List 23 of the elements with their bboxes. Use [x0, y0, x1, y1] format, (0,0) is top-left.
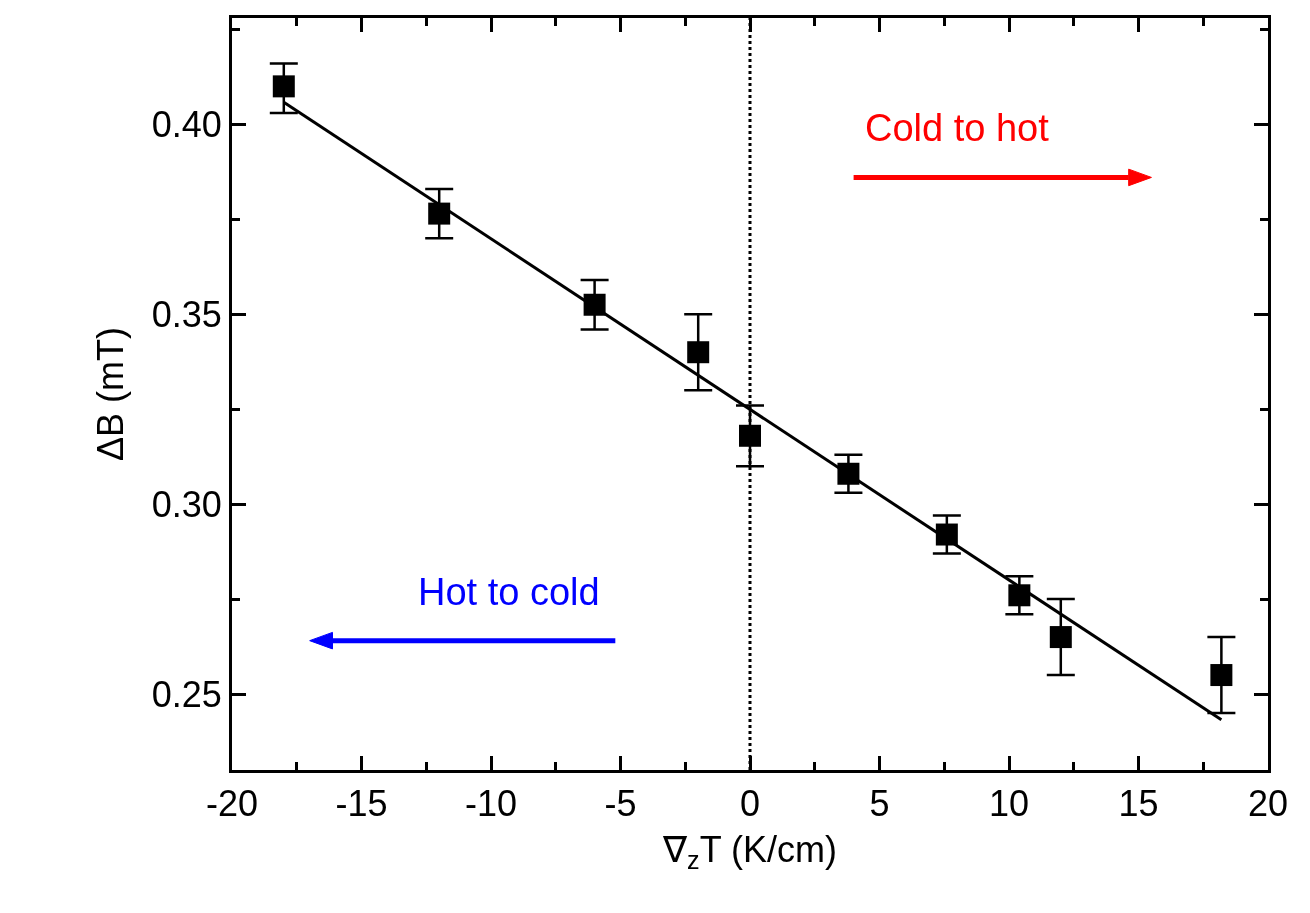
x-tick-label: -5	[604, 783, 637, 825]
x-tick-label: 15	[1118, 783, 1159, 825]
point	[272, 75, 295, 98]
x-tick-label: 10	[988, 783, 1030, 825]
x-tick-label: -15	[335, 783, 388, 825]
y-tick-label: 0.30	[151, 483, 222, 525]
point	[687, 341, 710, 364]
x-tick-label: 20	[1247, 783, 1289, 825]
y-tick-label: 0.35	[151, 293, 222, 335]
y-tick-label: 0.25	[151, 673, 222, 715]
y-axis-title: ΔB (mT)	[89, 326, 131, 462]
x-axis-title: ∇$_{z}$T (K/cm)	[662, 828, 837, 875]
point	[1210, 664, 1233, 687]
y-tick-label: 0.40	[151, 103, 222, 145]
x-tick-label: -20	[205, 783, 259, 825]
point	[1049, 626, 1072, 649]
x-tick-label: -10	[464, 783, 518, 825]
x-tick-label: 5	[869, 783, 890, 825]
point	[739, 424, 761, 447]
annotation: Hot to cold	[418, 571, 600, 613]
point	[428, 202, 451, 225]
annotation: Cold to hot	[865, 107, 1050, 149]
x-tick-label: 0	[739, 783, 761, 825]
